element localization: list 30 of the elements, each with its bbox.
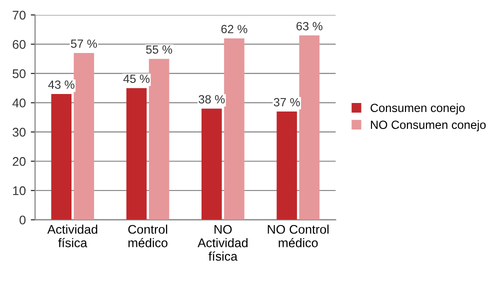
x-tick-label: NO Control médico [268, 224, 329, 248]
data-label: 43 % [48, 80, 74, 89]
x-tick-label: Actividad física [47, 224, 98, 248]
bar [224, 38, 244, 220]
data-label: 38 % [198, 95, 225, 104]
bar [74, 52, 94, 220]
y-tick-label: 20 [12, 157, 26, 166]
y-tick-label: 30 [12, 128, 26, 137]
data-label: 55 % [146, 45, 172, 54]
bar [126, 88, 147, 220]
y-tick-label: 50 [12, 69, 26, 78]
x-tick-label: NO Actividad física [198, 224, 248, 261]
y-tick-label: 40 [12, 98, 26, 108]
bar [276, 112, 297, 220]
bar [148, 58, 170, 220]
y-tick-label: 10 [13, 186, 26, 196]
y-tick-label: 0 [20, 216, 26, 224]
data-label: 57 % [70, 40, 97, 48]
data-label: 45 % [123, 74, 150, 83]
data-label: 37 % [274, 98, 300, 106]
data-label: 62 % [221, 24, 248, 34]
legend-label: NO Consumen conejo [370, 120, 486, 132]
data-label: 63 % [296, 22, 322, 30]
bar [202, 108, 222, 220]
x-tick-label: Control médico [128, 224, 168, 248]
legend-label: Consumen conejo [370, 103, 465, 114]
y-tick-label: 60 [12, 40, 26, 49]
bar [299, 35, 320, 220]
bar [51, 94, 72, 220]
y-tick-label: 70 [12, 10, 26, 20]
